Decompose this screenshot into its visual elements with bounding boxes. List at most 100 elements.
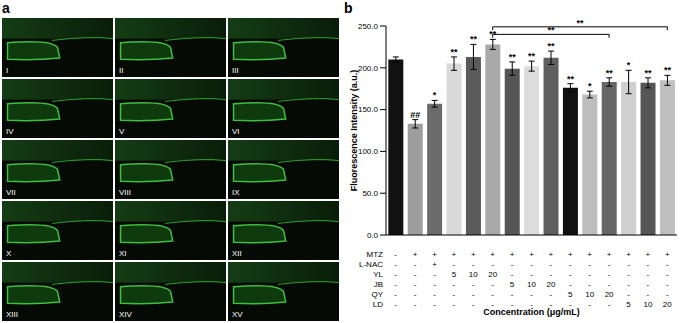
- svg-text:**: **: [576, 18, 584, 28]
- svg-text:10: 10: [527, 280, 536, 289]
- svg-text:LD: LD: [373, 300, 383, 309]
- svg-text:+: +: [432, 250, 437, 259]
- svg-text:-: -: [569, 260, 572, 269]
- svg-text:-: -: [627, 260, 630, 269]
- svg-text:100.0: 100.0: [358, 147, 379, 156]
- svg-text:-: -: [394, 290, 397, 299]
- svg-text:5: 5: [626, 300, 631, 309]
- svg-text:+: +: [510, 250, 515, 259]
- svg-text:**: **: [547, 25, 555, 35]
- svg-text:-: -: [394, 300, 397, 309]
- svg-text:+: +: [452, 250, 457, 259]
- svg-text:L-NAC: L-NAC: [359, 260, 383, 269]
- svg-text:-: -: [453, 260, 456, 269]
- svg-text:QY: QY: [371, 290, 383, 299]
- svg-text:-: -: [472, 300, 475, 309]
- svg-text:-: -: [472, 280, 475, 289]
- svg-text:VI: VI: [232, 127, 240, 136]
- svg-text:-: -: [491, 280, 494, 289]
- svg-text:XI: XI: [119, 249, 127, 258]
- svg-text:VIII: VIII: [119, 188, 131, 197]
- svg-text:250.0: 250.0: [358, 22, 379, 31]
- svg-text:Fluorescence Intensity (a.u.): Fluorescence Intensity (a.u.): [349, 70, 359, 192]
- svg-text:-: -: [550, 260, 553, 269]
- svg-text:-: -: [414, 280, 417, 289]
- svg-text:-: -: [511, 270, 514, 279]
- svg-text:-: -: [666, 270, 669, 279]
- svg-text:X: X: [6, 249, 12, 258]
- svg-text:10: 10: [643, 300, 652, 309]
- svg-text:+: +: [607, 250, 612, 259]
- svg-text:III: III: [232, 66, 239, 75]
- svg-text:-: -: [394, 270, 397, 279]
- svg-text:-: -: [414, 290, 417, 299]
- svg-text:**: **: [470, 34, 478, 44]
- svg-text:-: -: [414, 300, 417, 309]
- svg-text:-: -: [588, 300, 591, 309]
- svg-text:II: II: [119, 66, 123, 75]
- svg-text:-: -: [608, 270, 611, 279]
- svg-text:+: +: [646, 250, 651, 259]
- svg-text:-: -: [530, 270, 533, 279]
- svg-text:**: **: [548, 41, 556, 51]
- svg-text:10: 10: [585, 290, 594, 299]
- svg-text:0.0: 0.0: [367, 231, 379, 240]
- svg-text:VII: VII: [6, 188, 16, 197]
- svg-text:##: ##: [410, 110, 420, 120]
- svg-text:20: 20: [663, 300, 672, 309]
- svg-text:IV: IV: [6, 127, 14, 136]
- svg-text:XII: XII: [232, 249, 242, 258]
- svg-text:-: -: [666, 290, 669, 299]
- svg-text:-: -: [608, 260, 611, 269]
- svg-text:+: +: [471, 250, 476, 259]
- svg-text:-: -: [608, 280, 611, 289]
- svg-text:-: -: [550, 290, 553, 299]
- svg-text:-: -: [530, 260, 533, 269]
- svg-text:-: -: [394, 250, 397, 259]
- svg-text:**: **: [451, 47, 459, 57]
- svg-text:*: *: [588, 81, 592, 91]
- svg-text:-: -: [550, 270, 553, 279]
- svg-text:-: -: [433, 280, 436, 289]
- svg-text:I: I: [6, 66, 8, 75]
- svg-text:-: -: [569, 280, 572, 289]
- svg-text:-: -: [647, 280, 650, 289]
- svg-text:**: **: [509, 52, 517, 62]
- svg-text:-: -: [394, 260, 397, 269]
- svg-text:+: +: [413, 250, 418, 259]
- svg-text:-: -: [472, 260, 475, 269]
- svg-text:**: **: [489, 29, 497, 39]
- svg-text:20: 20: [488, 270, 497, 279]
- svg-text:-: -: [530, 290, 533, 299]
- svg-text:-: -: [627, 290, 630, 299]
- svg-text:50.0: 50.0: [362, 189, 378, 198]
- svg-text:150.0: 150.0: [358, 105, 379, 114]
- svg-text:+: +: [549, 250, 554, 259]
- svg-text:-: -: [666, 260, 669, 269]
- svg-text:+: +: [432, 260, 437, 269]
- svg-text:-: -: [588, 260, 591, 269]
- svg-text:-: -: [647, 260, 650, 269]
- svg-text:**: **: [528, 51, 536, 61]
- svg-text:200.0: 200.0: [358, 64, 379, 73]
- svg-text:20: 20: [605, 290, 614, 299]
- svg-text:-: -: [608, 300, 611, 309]
- svg-text:YL: YL: [373, 270, 383, 279]
- svg-text:*: *: [433, 90, 437, 100]
- svg-text:**: **: [664, 65, 672, 75]
- svg-text:-: -: [433, 300, 436, 309]
- svg-text:-: -: [433, 290, 436, 299]
- svg-text:-: -: [453, 280, 456, 289]
- svg-text:-: -: [627, 280, 630, 289]
- svg-text:JB: JB: [374, 280, 383, 289]
- svg-text:*: *: [627, 60, 631, 70]
- svg-text:+: +: [568, 250, 573, 259]
- svg-text:+: +: [587, 250, 592, 259]
- svg-text:XIV: XIV: [119, 310, 133, 319]
- svg-text:-: -: [588, 280, 591, 289]
- svg-text:-: -: [414, 260, 417, 269]
- svg-text:V: V: [119, 127, 125, 136]
- svg-text:-: -: [453, 290, 456, 299]
- svg-text:-: -: [627, 270, 630, 279]
- svg-text:-: -: [491, 260, 494, 269]
